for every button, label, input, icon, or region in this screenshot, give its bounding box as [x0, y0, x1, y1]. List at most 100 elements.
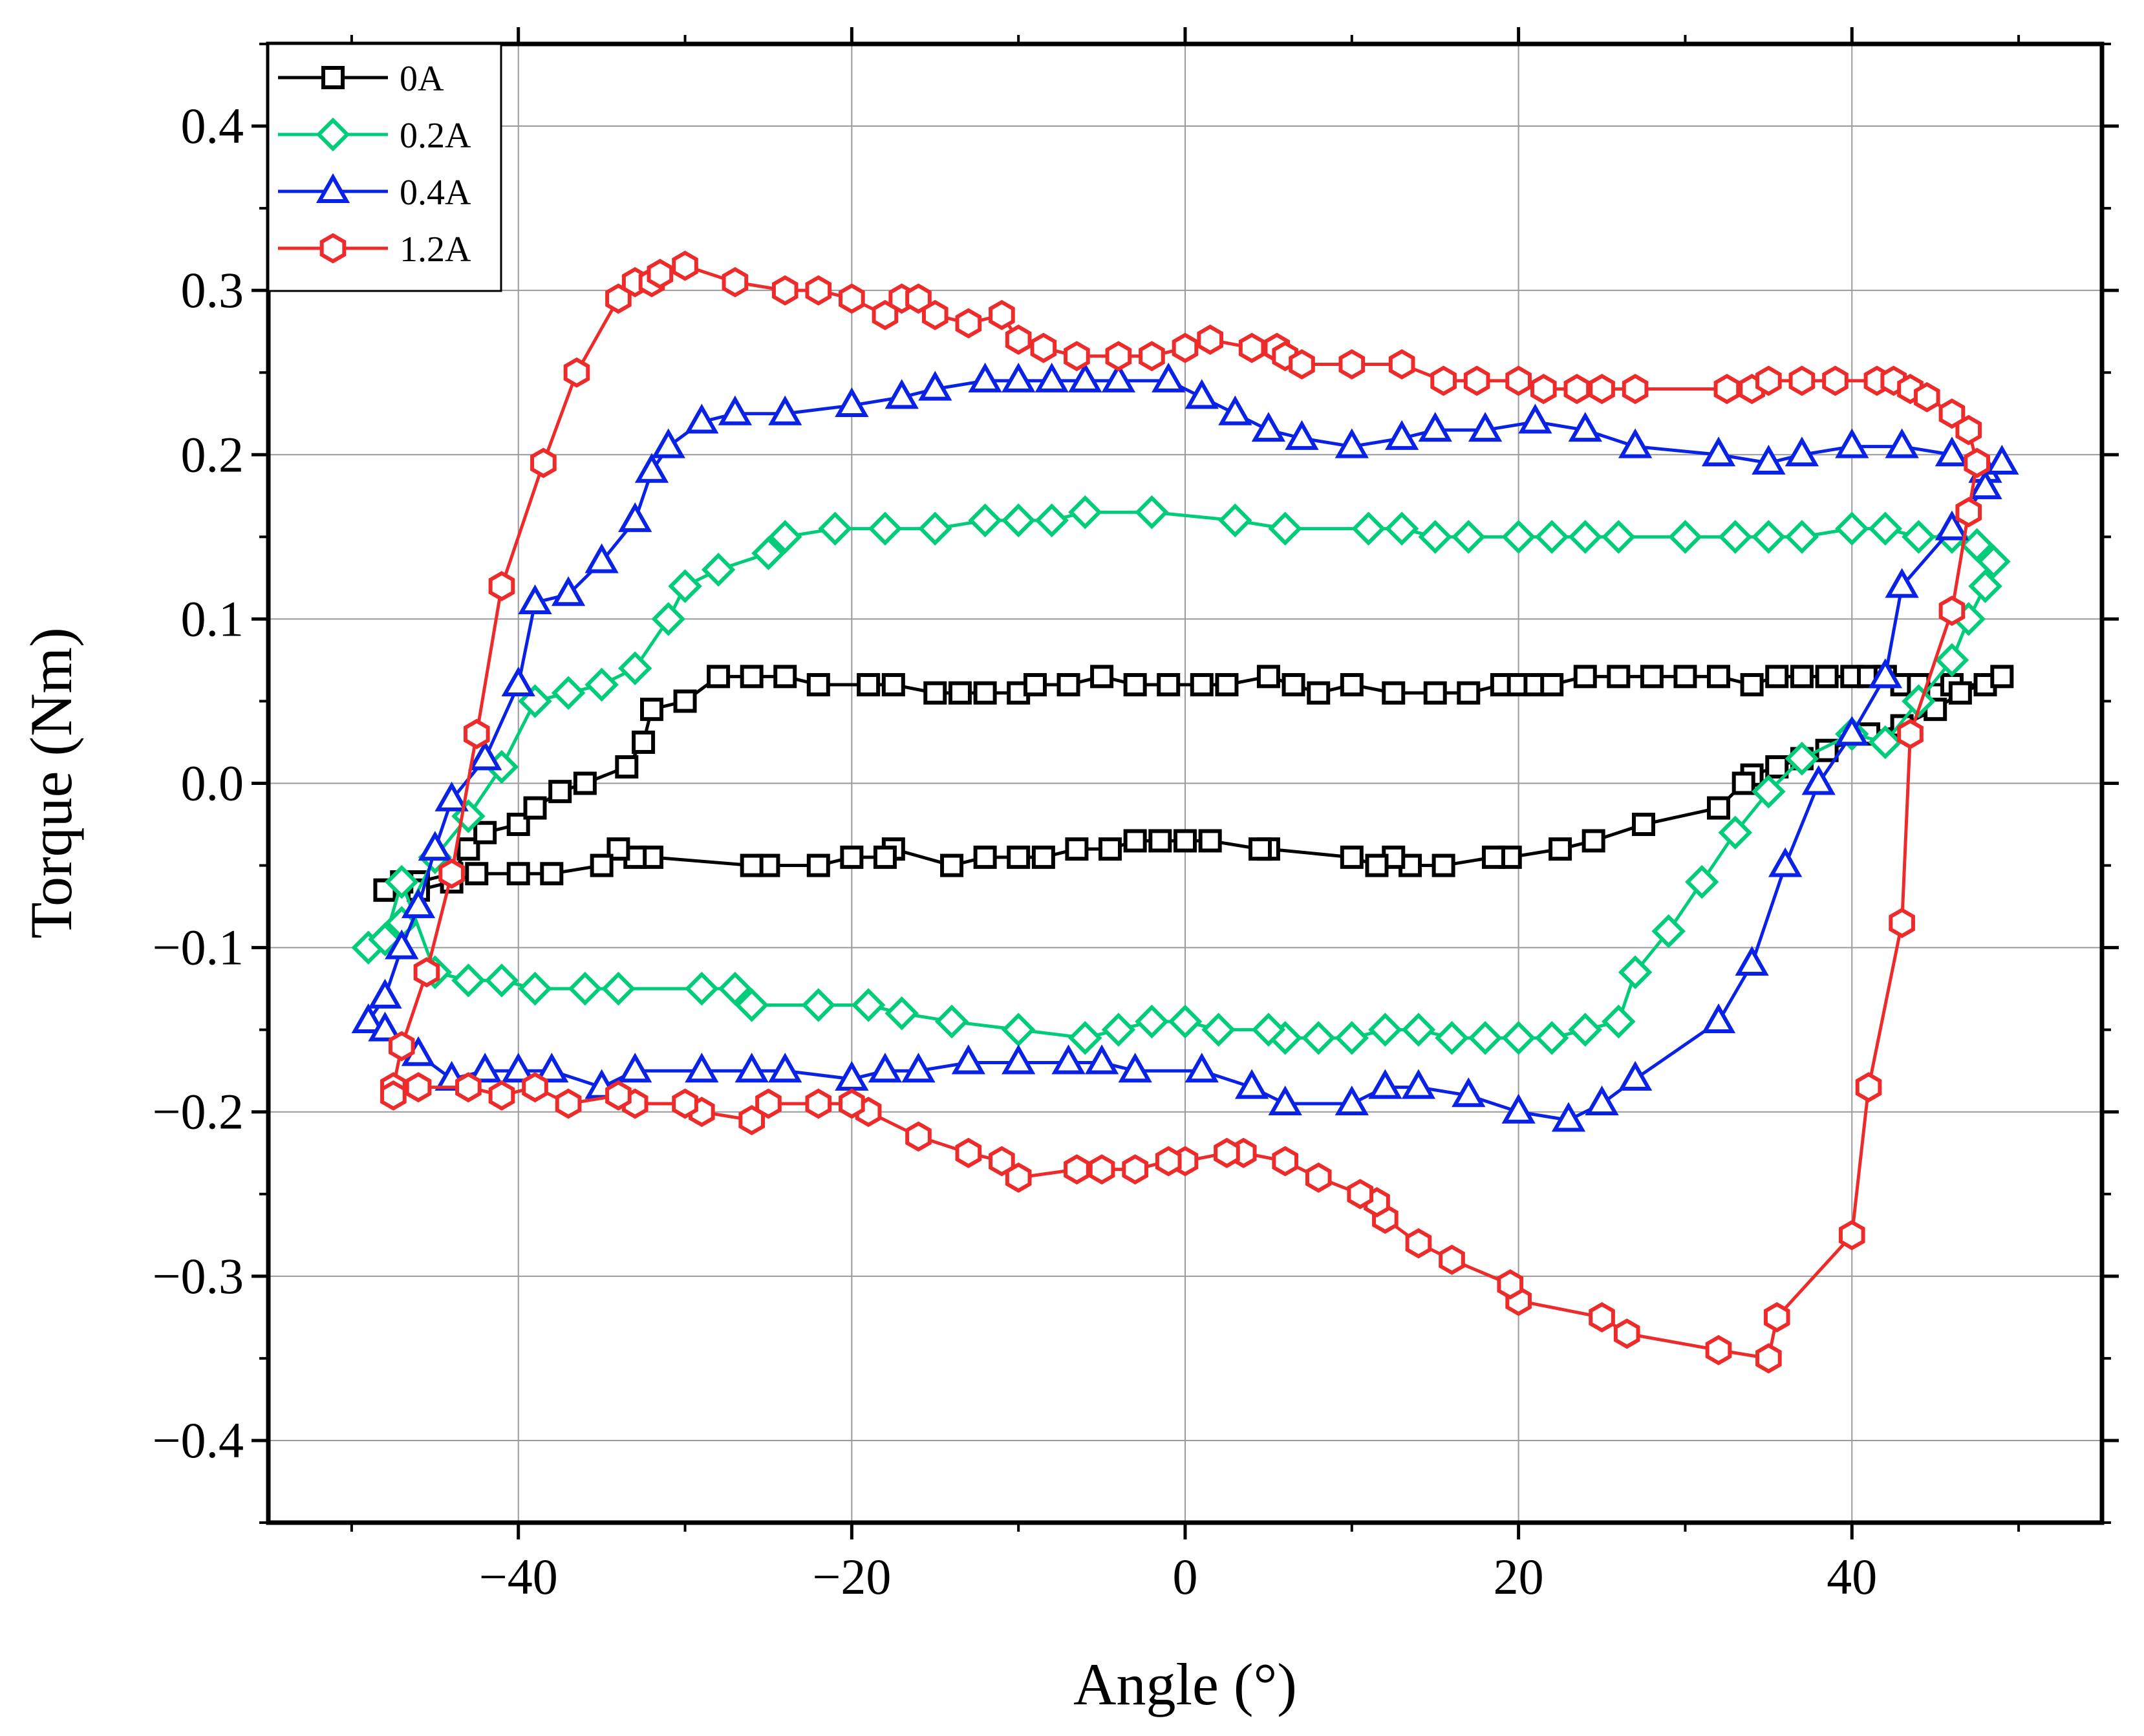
- data-point-0p2a: [1435, 1021, 1469, 1055]
- data-point-0a: [506, 813, 530, 837]
- data-point-0p4a: [468, 740, 502, 771]
- data-point-0p2a: [1534, 520, 1569, 554]
- data-point-0p2a: [1418, 520, 1452, 554]
- x-tick-label: −20: [812, 1548, 891, 1605]
- data-point-1p2a: [1822, 365, 1849, 396]
- data-point-1p2a: [1122, 1154, 1148, 1185]
- data-point-0p4a: [1268, 1085, 1302, 1116]
- data-point-1p2a: [1622, 374, 1649, 405]
- data-point-0p4a: [1518, 403, 1552, 434]
- data-point-0p4a: [1835, 716, 1869, 746]
- data-point-0p2a: [884, 996, 919, 1031]
- data-point-1p2a: [1705, 1334, 1732, 1366]
- data-point-0p2a: [1568, 1013, 1603, 1047]
- data-point-0a: [948, 681, 972, 705]
- data-point-0p2a: [1835, 511, 1869, 546]
- data-point-1p2a: [1955, 497, 1982, 528]
- data-point-0p2a: [1902, 520, 1936, 554]
- data-point-0p4a: [551, 576, 586, 606]
- data-point-0p4a: [1002, 1044, 1036, 1075]
- data-point-0p4a: [368, 1011, 402, 1042]
- data-point-1p2a: [1855, 1072, 1882, 1103]
- data-point-0p4a: [685, 1053, 719, 1083]
- legend: 0A 0.2A 0.4A 1.2A: [267, 43, 502, 292]
- data-point-0p2a: [767, 520, 802, 554]
- data-point-0p2a: [617, 651, 652, 685]
- data-point-1p2a: [1955, 414, 1982, 445]
- data-point-1p2a: [672, 1088, 698, 1119]
- data-point-1p2a: [1388, 349, 1415, 380]
- data-point-0p2a: [1868, 511, 1903, 546]
- data-point-0p2a: [1602, 1004, 1636, 1039]
- data-point-1p2a: [1913, 381, 1940, 413]
- data-point-0p2a: [1251, 1013, 1286, 1047]
- data-point-0a: [523, 796, 547, 820]
- data-point-0a: [1740, 673, 1764, 697]
- data-point-1p2a: [1347, 1179, 1374, 1210]
- x-tick-label: 20: [1494, 1548, 1544, 1605]
- data-point-0p4a: [1051, 1044, 1086, 1075]
- data-point-0a: [1065, 837, 1089, 861]
- data-point-0p2a: [1501, 1021, 1536, 1055]
- data-point-0a: [1190, 673, 1214, 697]
- data-point-0a: [1457, 681, 1481, 705]
- data-point-0a: [1707, 665, 1731, 689]
- data-point-0a: [923, 681, 947, 705]
- data-point-1p2a: [1938, 595, 1966, 627]
- data-point-1p2a: [438, 858, 465, 889]
- y-tick-label: −0.1: [153, 919, 244, 976]
- data-point-0p4a: [951, 1044, 985, 1075]
- data-point-0p4a: [1034, 362, 1069, 392]
- y-axis-title: Torque (Nm): [18, 627, 84, 939]
- data-point-0p2a: [1168, 1004, 1203, 1039]
- data-point-0p4a: [1468, 412, 1503, 442]
- data-point-0p4a: [1452, 1077, 1486, 1108]
- data-point-0p4a: [884, 379, 919, 409]
- y-tick-label: 0.0: [181, 755, 244, 811]
- data-point-0p2a: [1468, 1021, 1503, 1055]
- data-point-0p4a: [651, 428, 685, 458]
- data-point-0p2a: [1034, 503, 1069, 538]
- axis-ticks: −40 −20 0 20 40 0.4 0.3 0.2 0.1 0.0 −0.1 −0.2 −0.3 −0…: [153, 27, 2119, 1605]
- legend-item-1p2a: 1.2A: [278, 230, 471, 270]
- data-point-0p4a: [835, 387, 869, 418]
- data-point-0a: [1007, 845, 1031, 869]
- data-point-0p2a: [918, 511, 952, 546]
- data-point-0a: [1123, 673, 1147, 697]
- data-point-0a: [1123, 829, 1147, 853]
- data-point-0a: [573, 771, 597, 795]
- data-point-0a: [1481, 845, 1505, 869]
- data-point-1p2a: [605, 1080, 632, 1111]
- data-point-1p2a: [1889, 908, 1915, 938]
- data-point-0p4a: [1385, 420, 1419, 450]
- data-point-0p2a: [801, 988, 836, 1022]
- data-point-0p4a: [1501, 1093, 1536, 1124]
- data-point-0p4a: [718, 395, 753, 425]
- data-point-1p2a: [1005, 324, 1032, 355]
- data-point-0p4a: [1985, 444, 2019, 475]
- data-point-0p2a: [484, 963, 519, 998]
- data-point-1p2a: [1197, 324, 1223, 355]
- data-point-0a: [639, 698, 663, 722]
- data-point-0p4a: [1218, 395, 1252, 425]
- data-point-0a: [1549, 837, 1572, 861]
- data-point-0a: [1174, 829, 1197, 853]
- data-point-0p4a: [968, 362, 1002, 392]
- data-point-1p2a: [1272, 1146, 1299, 1177]
- data-point-0p2a: [1001, 503, 1036, 538]
- y-tick-label: 0.4: [181, 98, 244, 154]
- data-point-0p2a: [568, 971, 603, 1006]
- data-point-0p2a: [734, 988, 769, 1022]
- data-point-1p2a: [488, 571, 515, 602]
- data-point-1p2a: [413, 957, 440, 988]
- data-point-0p4a: [1084, 1044, 1119, 1075]
- data-point-1p2a: [1755, 365, 1782, 396]
- series-0p2a: [351, 495, 2011, 1055]
- data-point-0a: [1098, 837, 1122, 861]
- data-point-0a: [1607, 665, 1631, 689]
- data-point-1p2a: [1139, 341, 1165, 372]
- data-point-0p4a: [434, 781, 469, 811]
- data-point-0p4a: [618, 502, 652, 532]
- data-point-0a: [1581, 829, 1605, 853]
- x-tick-label: −40: [479, 1548, 558, 1605]
